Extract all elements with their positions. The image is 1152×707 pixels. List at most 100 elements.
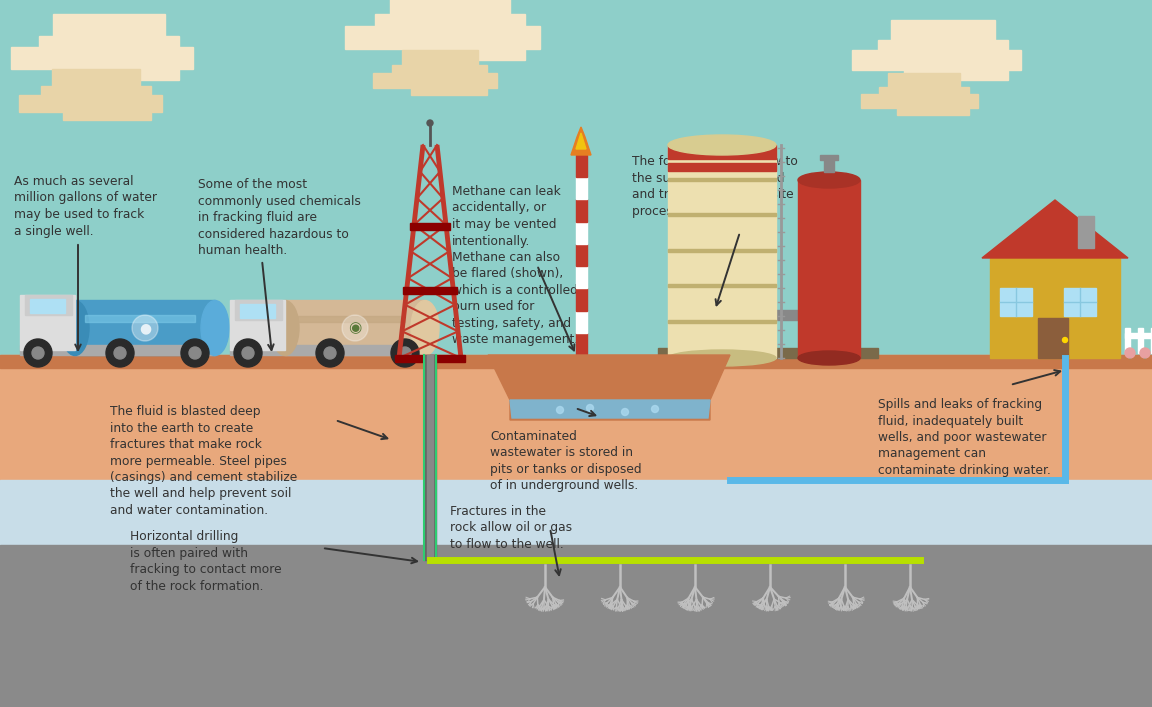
Circle shape [189, 347, 200, 359]
Circle shape [234, 339, 262, 367]
Bar [668, 320, 776, 323]
Bar [427, 355, 433, 560]
Text: Horizontal drilling
is often paired with
fracking to contact more
of the rock fo: Horizontal drilling is often paired with… [130, 530, 281, 592]
Bar [0, 355, 1152, 368]
Bar [403, 287, 457, 294]
Bar [576, 155, 588, 177]
Bar [0, 355, 1152, 480]
Circle shape [1140, 348, 1150, 358]
Bar [0, 545, 1152, 707]
Circle shape [114, 347, 126, 359]
Bar [668, 145, 776, 159]
Circle shape [621, 409, 629, 416]
Bar [576, 288, 588, 310]
Bar [373, 73, 411, 88]
Bar [576, 177, 588, 199]
Bar [878, 40, 1008, 60]
Circle shape [106, 339, 134, 367]
Bar [990, 258, 1120, 358]
Circle shape [24, 339, 52, 367]
Text: As much as several
million gallons of water
may be used to frack
a single well.: As much as several million gallons of wa… [14, 175, 157, 238]
Ellipse shape [798, 172, 861, 188]
Bar [63, 103, 151, 120]
Bar [1000, 288, 1032, 316]
Bar [12, 47, 67, 69]
Bar [904, 60, 1008, 80]
Text: Some of the most
commonly used chemicals
in fracking fluid are
considered hazard: Some of the most commonly used chemicals… [198, 178, 361, 257]
Bar [1064, 288, 1096, 316]
Bar [344, 26, 406, 49]
Bar [668, 213, 776, 216]
Ellipse shape [411, 300, 439, 356]
Bar [668, 249, 776, 252]
Bar [0, 480, 1152, 545]
Circle shape [399, 347, 411, 359]
Bar [776, 310, 801, 320]
Bar [129, 95, 162, 112]
Bar [495, 26, 540, 49]
Bar [75, 300, 215, 355]
Ellipse shape [61, 300, 89, 356]
Bar [1126, 333, 1152, 338]
Circle shape [181, 339, 209, 367]
Bar [391, 0, 510, 14]
Bar [39, 36, 179, 58]
Bar [668, 163, 776, 171]
Bar [576, 222, 588, 244]
Bar [668, 178, 776, 181]
Bar [402, 50, 477, 65]
Bar [424, 355, 435, 560]
Bar [406, 37, 525, 60]
Bar [468, 73, 497, 88]
Circle shape [586, 404, 593, 411]
Text: Contaminated
wastewater is stored in
pits or tanks or disposed
of in underground: Contaminated wastewater is stored in pit… [490, 430, 642, 493]
Bar [85, 315, 195, 322]
Bar [25, 295, 71, 315]
Bar [0, 0, 1152, 355]
Bar [376, 14, 525, 37]
Bar [668, 284, 776, 287]
Bar [798, 180, 861, 358]
Bar [879, 87, 969, 101]
Circle shape [324, 347, 336, 359]
Polygon shape [982, 200, 1128, 258]
Circle shape [556, 407, 563, 414]
Bar [890, 20, 995, 40]
Bar [952, 94, 978, 108]
Ellipse shape [668, 135, 776, 155]
Bar [20, 295, 75, 350]
Bar [285, 300, 425, 355]
Bar [576, 244, 588, 266]
Circle shape [427, 120, 433, 126]
Bar [576, 333, 588, 355]
Circle shape [342, 315, 367, 341]
Bar [897, 101, 969, 115]
Bar [1038, 318, 1068, 358]
Text: Methane can leak
accidentally, or
it may be vented
intentionally.
Methane can al: Methane can leak accidentally, or it may… [452, 185, 578, 346]
Bar [392, 65, 487, 80]
Bar [576, 310, 588, 333]
Circle shape [32, 347, 44, 359]
Bar [151, 47, 194, 69]
Ellipse shape [668, 350, 776, 366]
Text: The fluid is blasted deep
into the earth to create
fractures that make rock
more: The fluid is blasted deep into the earth… [109, 405, 297, 517]
Ellipse shape [798, 351, 861, 365]
Bar [18, 95, 63, 112]
Bar [41, 86, 151, 103]
Bar [230, 345, 425, 355]
Bar [852, 50, 904, 70]
Text: The fossil fuels that flow to
the surface are collected
and transported to off-s: The fossil fuels that flow to the surfac… [632, 155, 798, 218]
Bar [824, 158, 834, 172]
Bar [20, 345, 215, 355]
Ellipse shape [271, 300, 300, 356]
Circle shape [132, 315, 158, 341]
Bar [1126, 328, 1130, 353]
Circle shape [652, 406, 659, 412]
Bar [295, 316, 406, 322]
Bar [861, 94, 897, 108]
Bar [240, 304, 275, 318]
Circle shape [1062, 337, 1068, 342]
Bar [235, 300, 282, 320]
Bar [30, 299, 65, 313]
Circle shape [391, 339, 419, 367]
